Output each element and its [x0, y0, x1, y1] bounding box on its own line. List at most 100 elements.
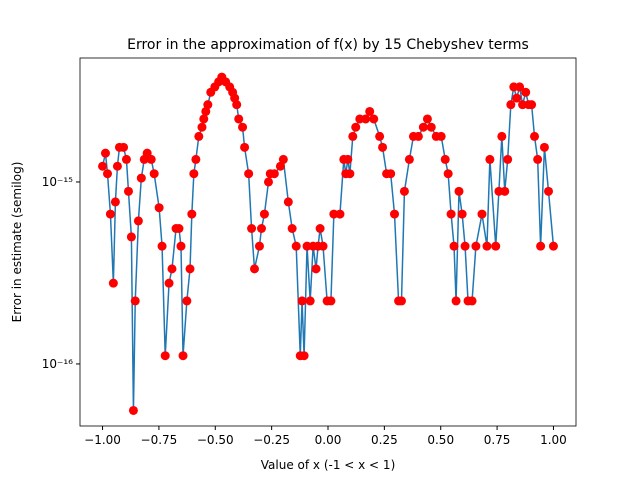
- data-point: [108, 278, 118, 288]
- data-point: [287, 223, 297, 233]
- data-point: [133, 216, 143, 226]
- data-point: [539, 142, 549, 152]
- data-point: [413, 131, 423, 141]
- data-point: [167, 264, 177, 274]
- data-point: [318, 241, 328, 251]
- data-point: [485, 154, 495, 164]
- data-point: [548, 241, 558, 251]
- data-point: [154, 203, 164, 213]
- data-point: [269, 169, 279, 179]
- data-point: [244, 169, 254, 179]
- data-point: [160, 351, 170, 361]
- data-point: [278, 154, 288, 164]
- data-point: [100, 148, 110, 158]
- data-point: [457, 209, 467, 219]
- data-point: [103, 169, 113, 179]
- x-tick-label: −0.50: [197, 433, 234, 447]
- data-point: [506, 100, 516, 110]
- data-point: [351, 122, 361, 132]
- data-point: [477, 209, 487, 219]
- data-point: [326, 296, 336, 306]
- data-point: [515, 82, 525, 92]
- data-point: [375, 131, 385, 141]
- data-point: [521, 87, 531, 97]
- data-point: [378, 142, 388, 152]
- data-point: [418, 122, 428, 132]
- data-point: [512, 93, 522, 103]
- data-point: [263, 177, 273, 187]
- data-point: [386, 169, 396, 179]
- data-line: [101, 75, 555, 411]
- data-point: [189, 169, 199, 179]
- data-point: [119, 142, 129, 152]
- x-tick-label: 1.00: [540, 433, 567, 447]
- data-point: [543, 186, 553, 196]
- data-point: [297, 296, 307, 306]
- data-point: [203, 100, 213, 110]
- data-point: [396, 296, 406, 306]
- data-point: [426, 122, 436, 132]
- data-point: [436, 131, 446, 141]
- data-point: [467, 296, 477, 306]
- data-point: [128, 405, 138, 415]
- data-point: [121, 154, 131, 164]
- data-point: [422, 114, 432, 124]
- data-point: [440, 154, 450, 164]
- data-point: [311, 264, 321, 274]
- data-point: [254, 241, 264, 251]
- data-point: [123, 186, 133, 196]
- data-point: [446, 209, 456, 219]
- data-point: [451, 296, 461, 306]
- data-point: [491, 241, 501, 251]
- data-point: [369, 114, 379, 124]
- data-point: [199, 114, 209, 124]
- data-point: [390, 209, 400, 219]
- plot-frame: [79, 57, 577, 427]
- x-tick-label: 0.00: [315, 433, 342, 447]
- data-point: [256, 223, 266, 233]
- data-point: [234, 114, 244, 124]
- x-tick-label: 0.25: [371, 433, 398, 447]
- data-point: [126, 232, 136, 242]
- data-point: [232, 100, 242, 110]
- data-point: [482, 241, 492, 251]
- data-point: [443, 169, 453, 179]
- data-point: [527, 100, 537, 110]
- data-point: [471, 241, 481, 251]
- data-point: [497, 131, 507, 141]
- data-point: [157, 241, 167, 251]
- data-point: [449, 241, 459, 251]
- data-point: [130, 296, 140, 306]
- data-point: [536, 241, 546, 251]
- data-point: [176, 241, 186, 251]
- data-point: [335, 209, 345, 219]
- data-point: [201, 106, 211, 116]
- x-tick-label: 0.75: [484, 433, 511, 447]
- data-point: [343, 154, 353, 164]
- data-point: [197, 122, 207, 132]
- data-point: [98, 161, 108, 171]
- data-point: [259, 209, 269, 219]
- y-axis-label: Error in estimate (semilog): [10, 162, 24, 323]
- data-point: [365, 106, 375, 116]
- data-point: [247, 223, 257, 233]
- data-point: [191, 154, 201, 164]
- data-point: [299, 351, 309, 361]
- data-point: [530, 131, 540, 141]
- data-point: [174, 223, 184, 233]
- x-axis-label: Value of x (-1 < x < 1): [261, 458, 396, 472]
- data-point: [361, 114, 371, 124]
- data-point: [185, 264, 195, 274]
- x-tick-label: −0.25: [253, 433, 290, 447]
- data-point: [240, 142, 250, 152]
- y-tick-label: 10⁻¹⁶: [42, 357, 73, 371]
- data-point: [136, 173, 146, 183]
- data-point: [315, 223, 325, 233]
- data-point: [348, 131, 358, 141]
- data-point: [112, 161, 122, 171]
- data-point: [460, 241, 470, 251]
- x-tick-label: 0.50: [427, 433, 454, 447]
